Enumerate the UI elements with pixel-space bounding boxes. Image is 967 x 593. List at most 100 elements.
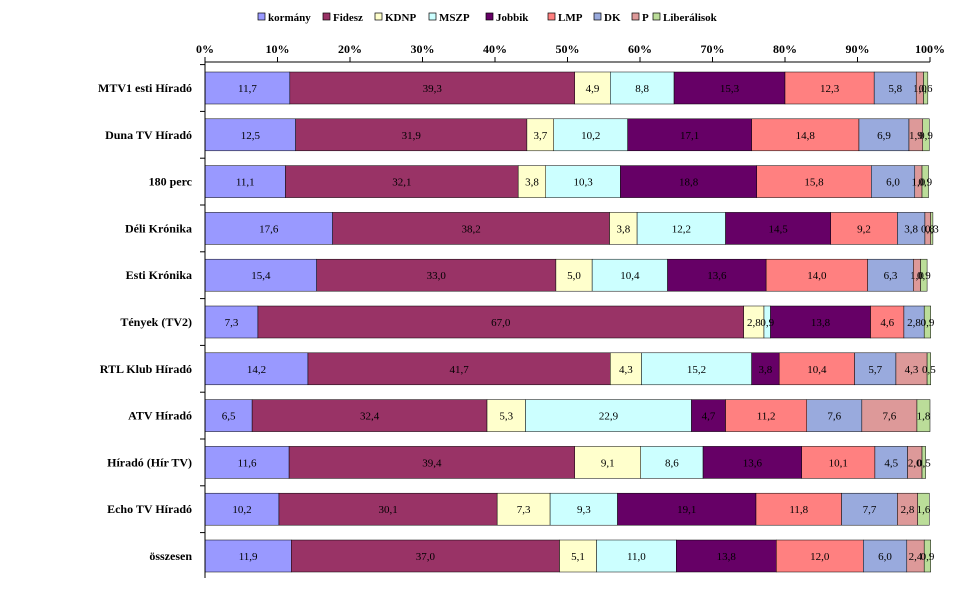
data-label-7-8: 1,8 xyxy=(917,411,931,423)
data-label-4-4: 13,6 xyxy=(707,270,727,282)
data-label-8-8: 0,5 xyxy=(917,457,931,469)
data-label-0-0: 11,7 xyxy=(238,83,257,95)
bar-segment-2-3 xyxy=(545,165,621,198)
bar-segment-5-0 xyxy=(204,305,259,339)
bar-segment-3-4 xyxy=(725,212,831,245)
bar-segment-8-8 xyxy=(921,446,926,479)
category-label-5: Tények (TV2) xyxy=(120,315,192,329)
bar-segment-0-1 xyxy=(289,71,575,105)
data-label-9-3: 9,3 xyxy=(577,504,591,516)
bar-segment-0-8 xyxy=(923,71,929,105)
legend-swatch-7 xyxy=(631,12,640,21)
bar-segment-9-2 xyxy=(496,492,551,526)
x-tick-label-3: 30% xyxy=(411,42,435,56)
data-label-6-8: 0,5 xyxy=(922,364,936,376)
bar-segment-10-2 xyxy=(559,539,597,573)
data-label-7-6: 7,6 xyxy=(827,411,841,423)
bar-segment-4-8 xyxy=(920,258,928,292)
bar-segment-2-5 xyxy=(756,165,872,198)
legend-swatch-0 xyxy=(257,12,266,21)
bar-segment-10-5 xyxy=(776,539,864,573)
data-label-10-5: 12,0 xyxy=(810,551,830,563)
data-label-0-2: 4,9 xyxy=(586,83,600,95)
category-label-3: Déli Krónika xyxy=(125,221,192,235)
data-label-2-4: 18,8 xyxy=(679,177,699,189)
x-axis-ticks: 0% 10% 20% 30% 40% 50% 60% 70% 80% 90% 100% xyxy=(196,42,945,62)
bar-segment-3-1 xyxy=(332,212,610,245)
data-label-1-7: 1,9 xyxy=(909,130,923,142)
data-label-1-6: 6,9 xyxy=(877,130,891,142)
bar-segment-1-4 xyxy=(627,118,752,152)
data-label-0-7: 1,0 xyxy=(913,83,927,95)
bar-segment-10-4 xyxy=(676,539,777,573)
x-tick-label-10: 100% xyxy=(915,42,945,56)
legend-label-6: DK xyxy=(604,12,621,24)
legend-label-5: LMP xyxy=(558,12,583,24)
bar-segment-3-6 xyxy=(897,212,926,245)
data-label-5-0: 7,3 xyxy=(225,317,239,329)
bar-segment-8-4 xyxy=(702,446,802,479)
bar-segment-9-8 xyxy=(917,492,930,526)
x-tick-label-1: 10% xyxy=(266,42,290,56)
x-tick-label-7: 70% xyxy=(701,42,725,56)
data-label-9-8: 1,6 xyxy=(917,504,931,516)
data-label-2-8: 0,9 xyxy=(918,177,932,189)
bar-segment-4-3 xyxy=(591,258,668,292)
bar-segment-2-6 xyxy=(871,165,916,198)
data-label-6-7: 4,3 xyxy=(905,364,919,376)
data-label-0-1: 39,3 xyxy=(423,83,443,95)
bar-segment-1-3 xyxy=(553,118,628,152)
bar-segment-5-8 xyxy=(923,305,931,339)
data-label-7-1: 32,4 xyxy=(360,411,380,423)
bar-segment-4-6 xyxy=(867,258,914,292)
data-label-6-3: 15,2 xyxy=(687,364,706,376)
category-label-1: Duna TV Híradó xyxy=(105,128,192,142)
data-label-3-4: 14,5 xyxy=(768,223,788,235)
bar-segment-0-0 xyxy=(204,71,291,105)
data-label-9-0: 10,2 xyxy=(232,504,251,516)
bar-segment-4-2 xyxy=(555,258,593,292)
bar-segment-3-0 xyxy=(204,212,333,245)
bar-segment-1-8 xyxy=(922,118,930,152)
data-label-4-2: 5,0 xyxy=(567,270,581,282)
bar-segment-7-5 xyxy=(725,399,807,432)
data-label-8-4: 13,6 xyxy=(743,457,763,469)
data-label-8-0: 11,6 xyxy=(238,457,257,469)
bar-segment-3-2 xyxy=(609,212,638,245)
bar-segment-1-1 xyxy=(295,118,528,152)
data-label-9-1: 30,1 xyxy=(378,504,397,516)
data-label-6-0: 14,2 xyxy=(247,364,266,376)
x-tick-label-5: 50% xyxy=(556,42,580,56)
x-tick-label-6: 60% xyxy=(628,42,652,56)
legend-swatch-3 xyxy=(428,12,437,21)
bar-segment-9-5 xyxy=(755,492,842,526)
data-label-0-8: 0,6 xyxy=(919,83,933,95)
axes xyxy=(200,61,930,578)
legend-swatch-1 xyxy=(322,12,331,21)
data-label-4-1: 33,0 xyxy=(427,270,447,282)
data-label-0-3: 8,8 xyxy=(635,83,649,95)
bar-segment-6-0 xyxy=(204,352,309,386)
data-label-4-0: 15,4 xyxy=(251,270,271,282)
bar-segment-1-0 xyxy=(204,118,296,152)
data-label-2-6: 6,0 xyxy=(886,177,900,189)
bar-segment-1-2 xyxy=(526,118,554,152)
legend-label-2: KDNP xyxy=(385,12,416,24)
bar-segment-5-5 xyxy=(870,305,905,339)
data-label-2-1: 32,1 xyxy=(392,177,411,189)
data-label-1-4: 17,1 xyxy=(680,130,699,142)
data-label-3-5: 9,2 xyxy=(857,223,871,235)
data-label-10-2: 5,1 xyxy=(571,551,585,563)
data-label-8-3: 8,6 xyxy=(665,457,679,469)
data-label-7-4: 4,7 xyxy=(702,411,716,423)
bar-segment-6-8 xyxy=(926,352,931,386)
legend-label-8: Liberálisok xyxy=(663,12,718,24)
data-label-9-6: 7,7 xyxy=(863,504,877,516)
data-label-10-7: 2,4 xyxy=(909,551,923,563)
data-label-3-0: 17,6 xyxy=(259,223,279,235)
bar-segment-0-6 xyxy=(873,71,917,105)
category-label-9: Echo TV Híradó xyxy=(107,502,192,516)
data-label-3-1: 38,2 xyxy=(461,223,480,235)
data-label-8-1: 39,4 xyxy=(422,457,442,469)
category-label-8: Híradó (Hír TV) xyxy=(107,455,192,469)
